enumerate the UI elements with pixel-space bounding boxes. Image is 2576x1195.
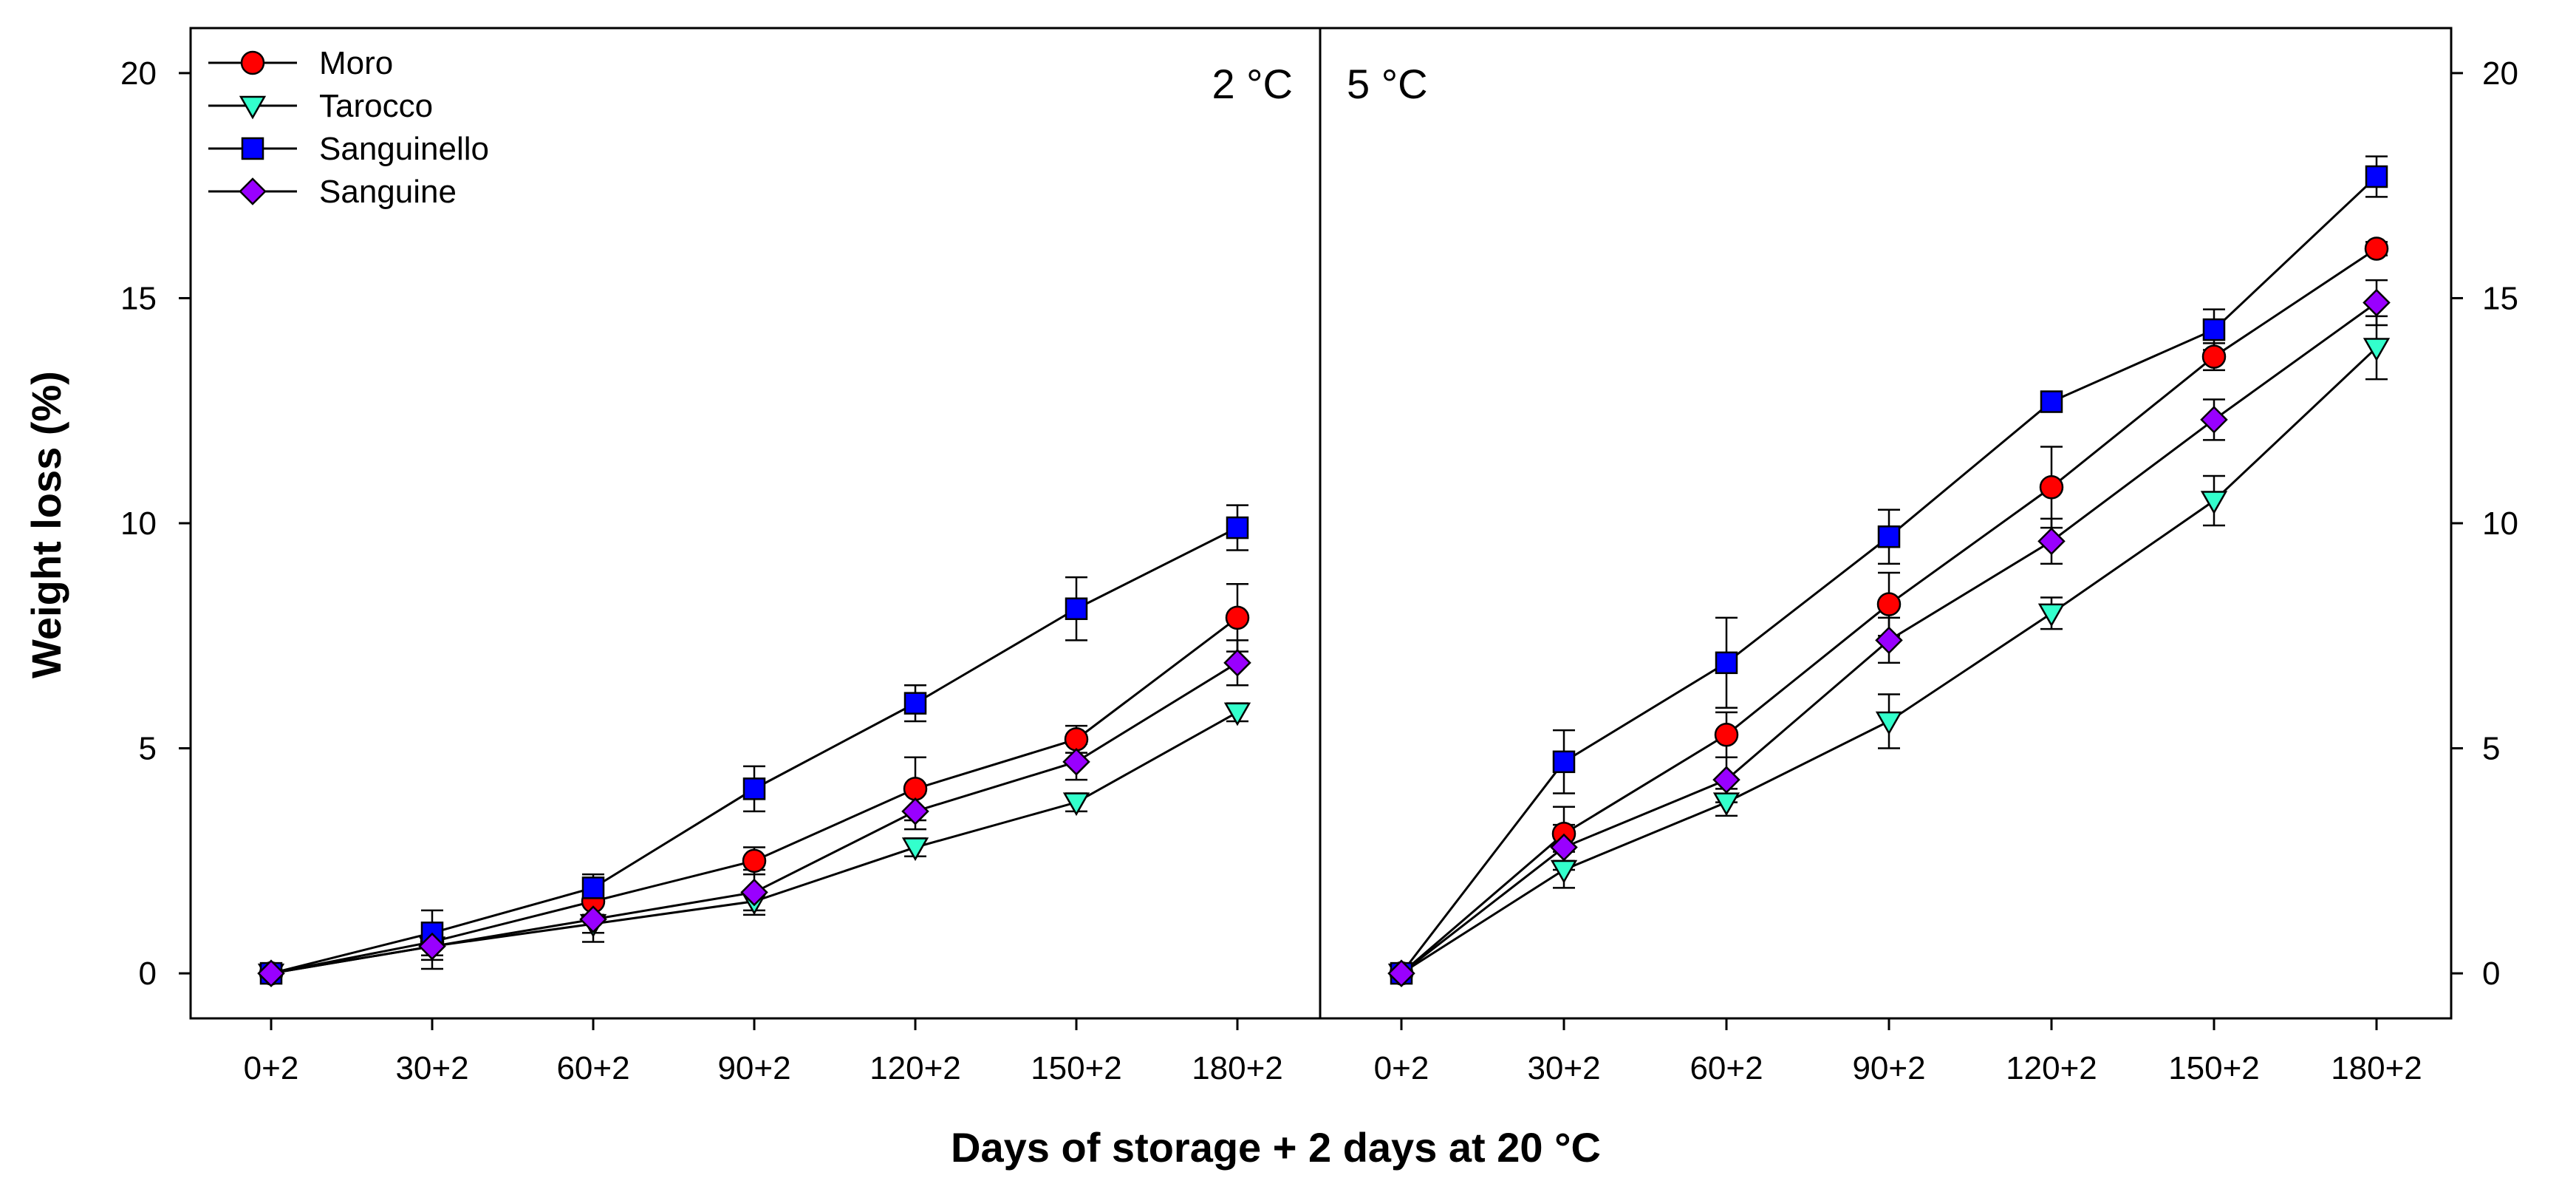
data-point-sanguinello — [2040, 390, 2063, 413]
data-point-moro — [742, 848, 767, 874]
x-tick-label: 150+2 — [2168, 1050, 2260, 1086]
legend-marker-sanguine — [239, 177, 267, 205]
x-tick-label: 180+2 — [2331, 1050, 2422, 1086]
data-point-sanguine — [2037, 527, 2066, 556]
data-point-sanguinello — [903, 692, 927, 715]
data-point-tarocco — [1875, 711, 1903, 735]
data-point-sanguinello — [742, 777, 766, 800]
x-tick-label: 90+2 — [717, 1050, 790, 1086]
legend-marker-sanguinello — [241, 137, 264, 160]
x-tick-label: 0+2 — [244, 1050, 299, 1086]
y-tick-label-right: 10 — [2482, 505, 2518, 542]
data-point-sanguine — [1712, 766, 1740, 794]
legend-label: Sanguine — [319, 174, 457, 210]
y-tick-label-right: 15 — [2482, 280, 2518, 316]
data-point-moro — [1064, 727, 1089, 752]
y-tick-label-right: 0 — [2482, 956, 2500, 992]
data-point-sanguine — [418, 932, 446, 961]
data-point-moro — [1714, 723, 1739, 747]
data-point-sanguine — [2363, 288, 2391, 317]
legend-marker-tarocco — [239, 95, 267, 120]
data-point-sanguine — [1062, 748, 1090, 776]
data-point-sanguine — [579, 905, 607, 933]
data-point-moro — [2364, 236, 2389, 261]
x-axis-title: Days of storage + 2 days at 20 °C — [951, 1124, 1601, 1171]
data-point-moro — [1225, 605, 1250, 630]
y-tick-label-right: 20 — [2482, 55, 2518, 92]
legend-marker-moro — [240, 50, 265, 75]
legend: Moro Tarocco Sanguinello Sanguine — [208, 45, 489, 210]
data-point-sanguinello — [1715, 651, 1738, 675]
data-point-sanguine — [2200, 406, 2228, 434]
legend-label: Tarocco — [319, 88, 433, 124]
data-point-sanguinello — [581, 876, 605, 899]
data-point-sanguine — [1387, 959, 1415, 987]
x-tick-label: 60+2 — [556, 1050, 629, 1086]
legend-item-tarocco: Tarocco — [208, 88, 433, 124]
chart-labels: Weight loss (%) Days of storage + 2 days… — [23, 61, 1601, 1171]
x-tick-label: 120+2 — [870, 1050, 961, 1086]
x-tick-label: 120+2 — [2006, 1050, 2097, 1086]
y-tick-label-right: 5 — [2482, 731, 2500, 767]
data-point-moro — [2039, 475, 2064, 500]
x-tick-label: 0+2 — [1374, 1050, 1429, 1086]
data-point-tarocco — [2037, 603, 2066, 627]
data-point-moro — [903, 777, 928, 801]
data-point-sanguine — [1223, 649, 1251, 677]
x-tick-label: 150+2 — [1031, 1050, 1122, 1086]
data-point-sanguinello — [1877, 525, 1901, 548]
data-point-sanguinello — [1065, 597, 1088, 620]
y-tick-label-left: 5 — [139, 731, 157, 767]
data-point-tarocco — [2363, 338, 2391, 361]
data-point-tarocco — [1062, 792, 1090, 817]
y-tick-label-left: 20 — [120, 55, 157, 92]
y-tick-label-left: 10 — [120, 505, 157, 542]
legend-item-sanguine: Sanguine — [208, 174, 457, 210]
panel-title-2c: 2 °C — [1212, 61, 1293, 107]
axes: 0 0 5 5 10 10 15 15 20 20 0+2 30+2 60+2 90+2 120+2 150+… — [120, 55, 2518, 1086]
x-tick-label: 60+2 — [1690, 1050, 1763, 1086]
data-series — [257, 155, 2391, 987]
panel-series-1 — [1387, 155, 2391, 987]
data-point-sanguinello — [2202, 318, 2226, 341]
panel-title-5c: 5 °C — [1347, 61, 1428, 107]
x-tick-label: 30+2 — [1527, 1050, 1600, 1086]
data-point-sanguinello — [1552, 750, 1576, 774]
legend-label: Moro — [319, 45, 393, 81]
x-tick-label: 180+2 — [1192, 1050, 1283, 1086]
y-tick-label-left: 15 — [120, 280, 157, 316]
legend-label: Sanguinello — [319, 131, 489, 167]
data-point-sanguine — [257, 959, 285, 987]
data-point-sanguine — [1550, 833, 1578, 862]
panel-series-0 — [257, 504, 1251, 987]
data-point-sanguine — [1875, 626, 1903, 655]
x-tick-label: 30+2 — [395, 1050, 468, 1086]
data-point-sanguinello — [1226, 516, 1249, 539]
data-point-sanguinello — [2365, 165, 2388, 188]
y-axis-title: Weight loss (%) — [23, 371, 69, 678]
data-point-tarocco — [901, 837, 929, 862]
legend-item-moro: Moro — [208, 45, 393, 81]
data-point-tarocco — [2200, 491, 2228, 515]
data-point-sanguine — [901, 797, 929, 825]
legend-item-sanguinello: Sanguinello — [208, 131, 489, 167]
data-point-tarocco — [1223, 702, 1251, 726]
data-point-moro — [1876, 592, 1902, 616]
data-point-sanguine — [740, 878, 768, 907]
data-point-moro — [2201, 344, 2227, 369]
y-tick-label-left: 0 — [139, 956, 157, 992]
x-tick-label: 90+2 — [1852, 1050, 1925, 1086]
